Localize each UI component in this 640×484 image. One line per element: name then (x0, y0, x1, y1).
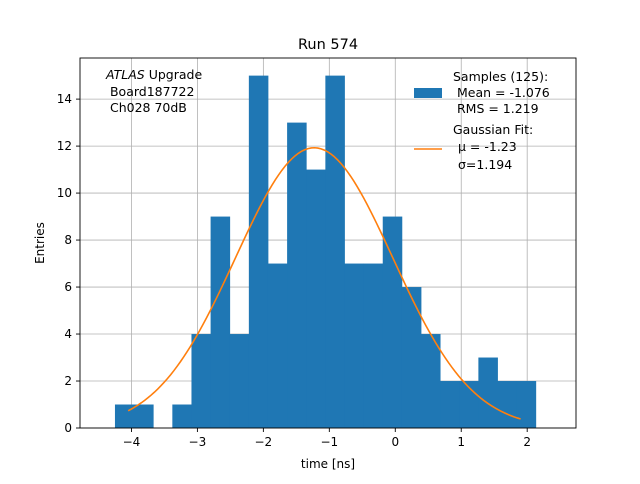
histogram-bar (191, 334, 211, 428)
annotation-line-1: ATLAS Upgrade (105, 67, 202, 82)
legend-samples-swatch (414, 88, 442, 98)
legend-samples-title: Samples (125): (453, 69, 548, 84)
histogram-bars (114, 75, 537, 429)
annotation-box: ATLAS Upgrade Board187722 Ch028 70dB (105, 67, 202, 115)
legend-fit-title: Gaussian Fit: (453, 122, 533, 137)
x-tick-label: 2 (523, 435, 531, 449)
histogram-bar (363, 263, 384, 428)
histogram-bar (421, 334, 441, 428)
x-tick-label: 0 (391, 435, 399, 449)
y-tick-label: 8 (64, 233, 72, 247)
legend-fit-sigma: σ=1.194 (458, 157, 512, 172)
annotation-line-3: Ch028 70dB (106, 100, 187, 115)
x-tick-label: −4 (123, 435, 141, 449)
histogram-bar (248, 75, 269, 428)
y-tick-label: 4 (64, 327, 72, 341)
histogram-bar (401, 287, 422, 428)
legend-samples-mean: Mean = -1.076 (453, 85, 550, 100)
y-tick-label: 12 (57, 139, 72, 153)
upgrade-label: Upgrade (145, 67, 203, 82)
histogram-bar (134, 404, 154, 428)
histogram-bar (306, 169, 326, 429)
legend-samples-rms: RMS = 1.219 (453, 101, 539, 116)
histogram-bar (172, 404, 192, 428)
histogram-bar (287, 122, 307, 428)
histogram-bar (229, 334, 250, 428)
histogram-bar (210, 216, 231, 428)
y-axis-label: Entries (33, 222, 47, 264)
x-axis-label: time [ns] (301, 457, 355, 471)
y-tick-label: 6 (64, 280, 72, 294)
histogram-bar (478, 357, 498, 428)
y-tick-label: 10 (57, 186, 72, 200)
y-tick-label: 0 (64, 421, 72, 435)
plot-frame (79, 57, 577, 429)
y-tick-label: 2 (64, 374, 72, 388)
y-tick-label: 14 (57, 92, 72, 106)
atlas-label: ATLAS (105, 67, 145, 82)
x-tick-label: −2 (255, 435, 273, 449)
x-tick-label: −3 (189, 435, 207, 449)
annotation-line-2: Board187722 (106, 84, 194, 99)
histogram-bar (440, 381, 460, 428)
histogram-bar (516, 381, 537, 428)
histogram-bar (267, 263, 288, 428)
gaussian-fit-curve (127, 146, 521, 420)
legend-fit-mu: μ = -1.23 (458, 139, 517, 154)
x-tick-label: 1 (457, 435, 465, 449)
histogram-bar (382, 216, 403, 428)
legend: Samples (125): Mean = -1.076 RMS = 1.219… (414, 69, 550, 172)
chart-title: Run 574 (298, 37, 358, 53)
histogram-bar (344, 263, 365, 428)
histogram-bar (325, 75, 345, 428)
x-tick-label: −1 (320, 435, 338, 449)
histogram-bar (497, 381, 518, 428)
